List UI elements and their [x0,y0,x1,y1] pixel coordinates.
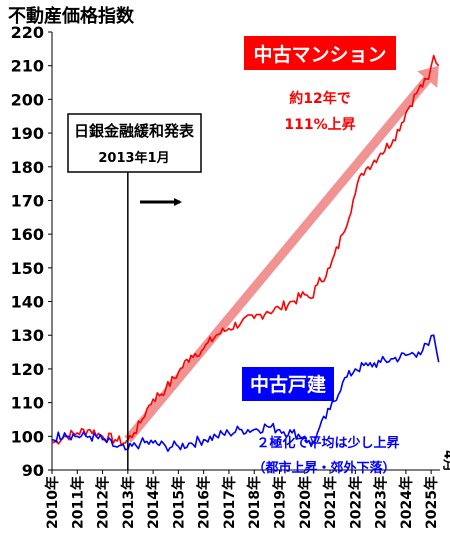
y-tick-label: 160 [11,225,44,244]
y-tick-label: 200 [11,90,44,109]
trend-arrow-head [417,65,439,88]
series-line-mansion [51,54,440,446]
mansion-label-bg [244,36,396,70]
y-tick-label: 130 [11,326,44,345]
x-tick-label: 2015年 [170,476,187,529]
event-box-title: 日銀金融緩和発表 [74,122,195,140]
x-tick-label: 2020年 [297,476,314,529]
y-tick-label: 110 [11,394,44,413]
y-tick-label: 90 [22,461,44,480]
x-tick-label: 2022年 [347,476,364,529]
x-tick-label: 2023年 [373,476,390,529]
series-lines [51,54,440,453]
trend-arrow [124,65,439,443]
y-tick-label: 210 [11,57,44,76]
trend-arrow-shaft [124,76,431,443]
series-line-house [51,334,440,453]
x-tick-label: 2010年 [44,476,61,529]
x-tick-label: 2013年 [120,476,137,529]
y-tick-label: 170 [11,191,44,210]
chart-title: 不動産価格指数 [8,5,135,27]
x-tick-label: 2018年 [246,476,263,529]
y-tick-label: 190 [11,124,44,143]
y-tick-label: 180 [11,158,44,177]
axes: 90 100 110 120 130 140 150 160 170 180 190 200 210 22… [11,23,441,529]
x-tick-label: 2011年 [69,476,86,529]
mansion-note-line1: 約12年で [289,90,350,107]
x-tick-label: 2014年 [145,476,162,529]
x-tick-label: 2017年 [221,476,238,529]
house-label-bg [242,367,334,401]
mansion-note-line2: 111%上昇 [284,117,355,133]
x-end-label: 4月 [441,450,450,472]
event-marker: 日銀金融緩和発表 2013年1月 [67,113,202,470]
mansion-label: 中古マンション [253,43,386,66]
x-tick-label: 2012年 [95,476,112,529]
x-tick-label: 2019年 [271,476,288,529]
y-tick-label: 120 [11,360,44,379]
x-tick-label: 2025年 [423,476,440,529]
house-note-line1: ２極化で平均は少し上昇 [256,435,399,451]
x-tick-label: 2021年 [322,476,339,529]
x-tick-label: 2016年 [196,476,213,529]
x-tick-label: 2024年 [398,476,415,529]
event-box [67,113,202,173]
house-label: 中古戸建 [250,373,326,396]
y-tick-label: 100 [11,427,44,446]
house-note-line2: （都市上昇・郊外下落） [252,460,395,476]
event-box-date: 2013年1月 [98,150,169,166]
y-tick-label: 220 [11,23,44,42]
y-tick-label: 150 [11,259,44,278]
y-tick-label: 140 [11,293,44,312]
